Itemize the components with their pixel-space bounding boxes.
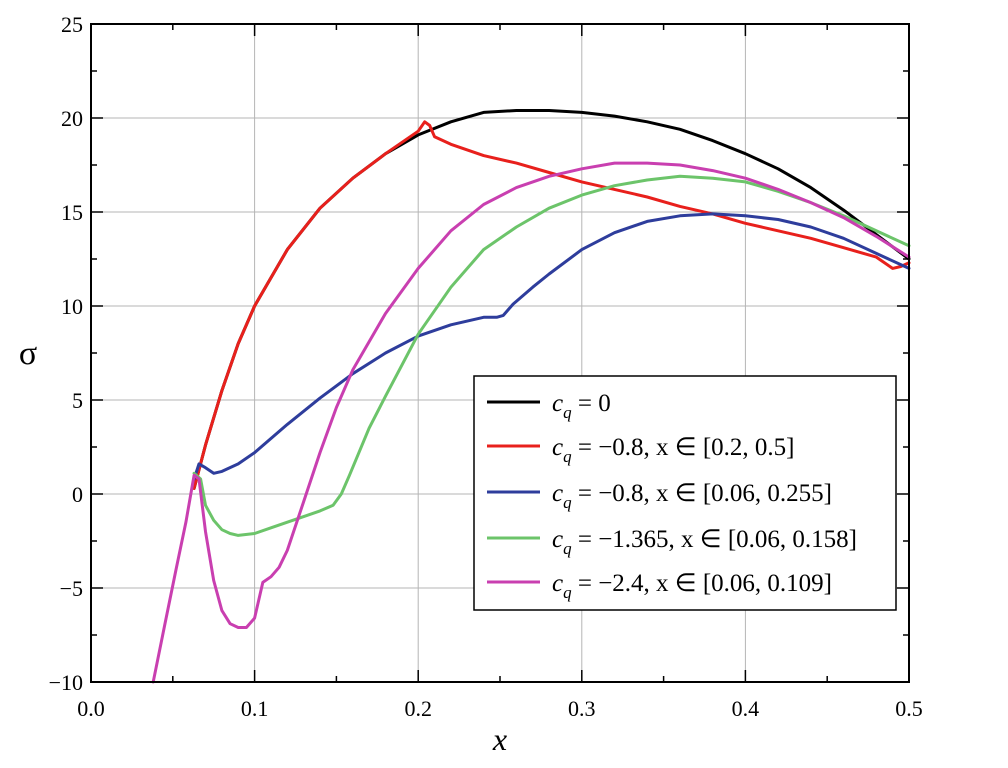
y-axis-title: σ	[19, 335, 37, 372]
x-tick-label: 0.3	[568, 696, 596, 721]
x-tick-label: 0.5	[895, 696, 923, 721]
y-tick-label: 10	[61, 294, 83, 319]
y-tick-label: 0	[72, 482, 83, 507]
series-line-2	[192, 120, 911, 490]
legend-label: cq = −1.365, x ∈ [0.06, 0.158]	[552, 526, 857, 558]
y-tick-label: −5	[60, 576, 83, 601]
x-tick-label: 0.1	[241, 696, 269, 721]
x-axis-title: x	[492, 721, 507, 757]
y-tick-label: 25	[61, 12, 83, 37]
series-line-4	[192, 174, 911, 537]
legend-label: cq = −2.4, x ∈ [0.06, 0.109]	[552, 570, 832, 602]
plot-frame	[90, 23, 910, 683]
y-tick-label: 15	[61, 200, 83, 225]
x-tick-label: 0.4	[732, 696, 760, 721]
y-tick-label: 5	[72, 388, 83, 413]
y-tick-label: 20	[61, 106, 83, 131]
series-line-3	[192, 212, 911, 481]
legend-label: cq = −0.8, x ∈ [0.06, 0.255]	[552, 480, 832, 512]
legend-label: cq = −0.8, x ∈ [0.2, 0.5]	[552, 434, 795, 466]
legend-box	[473, 375, 897, 611]
y-tick-label: −10	[49, 670, 83, 695]
x-tick-label: 0.2	[404, 696, 432, 721]
legend: cq = 0 cq = −0.8, x ∈ [0.2, 0.5] cq = −0.8…	[473, 375, 897, 611]
tick-labels: 0.0 0.1 0.2 0.3 0.4 0.5 25 20 15 10 5 0 −5 −10	[49, 12, 923, 721]
series-line-5	[151, 161, 911, 684]
x-tick-label: 0.0	[77, 696, 105, 721]
series-layer	[151, 109, 911, 684]
legend-label: cq = 0	[552, 390, 611, 422]
